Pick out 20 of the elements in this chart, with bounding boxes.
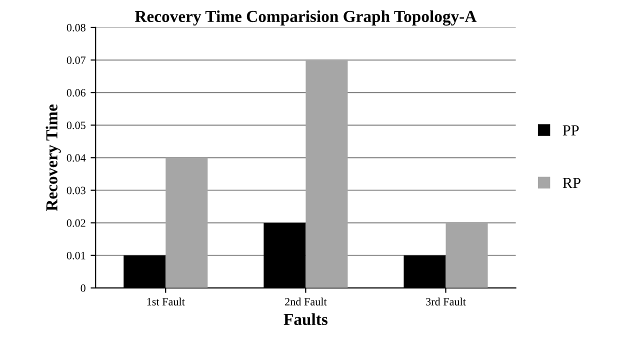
y-tick-label: 0.08 [66,24,86,32]
x-tick-label: 1st Fault [147,298,185,306]
y-tick-label: 0.01 [66,252,86,260]
chart-title: Recovery Time Comparision Graph Topology-A [134,10,477,26]
y-tick-label: 0.02 [66,219,86,227]
y-tick-label: 0.06 [66,89,86,97]
x-tick-label: 3rd Fault [426,298,466,306]
y-tick-label: 0.07 [66,56,86,64]
legend-label: PP [562,125,579,136]
bar [446,222,488,288]
bar [166,158,208,288]
x-axis-title: Faults [284,313,328,326]
bar [306,60,348,288]
x-tick-label: 2nd Fault [285,298,327,306]
y-tick-label: 0 [80,284,86,292]
y-axis-title: Recovery Time [46,104,61,212]
y-tick-label: 0.03 [66,186,86,194]
y-tick-label: 0.05 [66,122,86,130]
legend-label: RP [562,178,580,188]
y-tick-label: 0.04 [66,154,86,162]
